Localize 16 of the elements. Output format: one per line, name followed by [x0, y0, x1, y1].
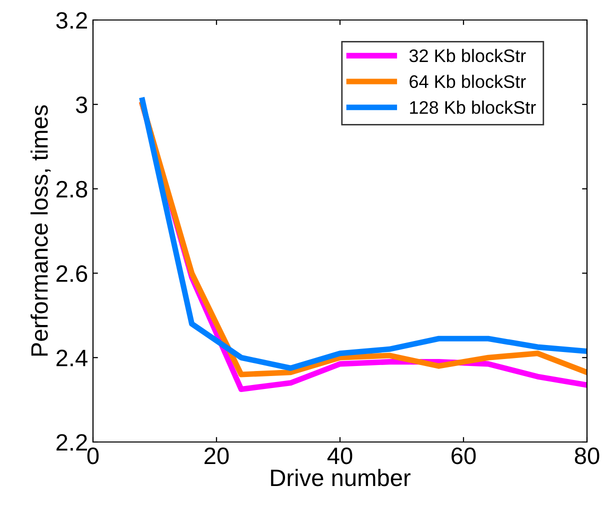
- y-axis-title: Performance loss, times: [30, 105, 51, 356]
- y-tick-label: 2.6: [56, 265, 88, 282]
- x-tick-label: 40: [327, 447, 352, 464]
- y-tick-label: 2.8: [56, 180, 88, 198]
- legend-label: 64 Kb blockStr: [410, 74, 526, 88]
- legend-label: 32 Kb blockStr: [409, 48, 526, 62]
- x-tick-label: 80: [574, 447, 600, 464]
- y-tick-label: 3.2: [56, 12, 87, 29]
- y-tick-label: 2.2: [56, 434, 87, 451]
- x-tick-label: 20: [204, 447, 229, 464]
- y-tick-label: 3: [76, 96, 88, 114]
- x-tick-label: 0: [87, 447, 99, 464]
- x-axis-title: Drive number: [271, 468, 410, 486]
- legend-label: 128 Kb blockStr: [410, 100, 536, 114]
- x-tick-label: 60: [452, 447, 476, 464]
- y-tick-label: 2.4: [56, 350, 88, 366]
